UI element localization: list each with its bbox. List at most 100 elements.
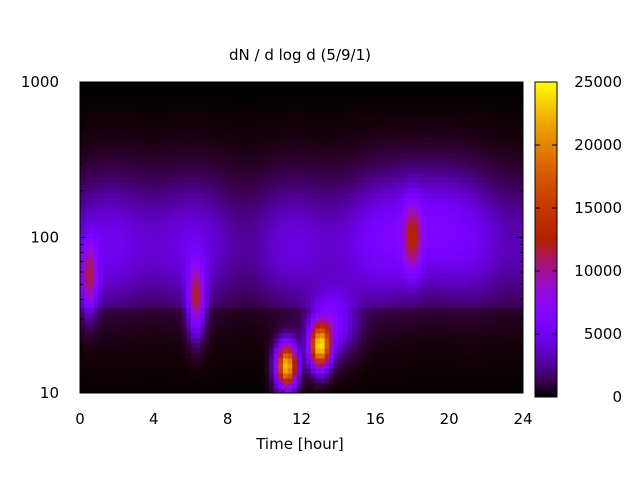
heatmap-cell <box>186 372 192 379</box>
heatmap-cell <box>269 112 275 118</box>
heatmap-cell <box>195 222 201 229</box>
heatmap-cell <box>199 112 206 118</box>
heatmap-cell <box>135 87 141 93</box>
heatmap-cell <box>269 272 275 279</box>
heatmap-cell <box>241 332 247 339</box>
heatmap-cell <box>430 322 436 329</box>
heatmap-cell <box>333 377 340 384</box>
heatmap-cell <box>287 227 293 234</box>
heatmap-cell <box>421 242 427 249</box>
heatmap-cell <box>227 297 233 304</box>
heatmap-cell <box>227 322 233 329</box>
heatmap-cell <box>149 347 155 354</box>
heatmap-cell <box>439 172 446 178</box>
heatmap-cell <box>80 282 86 289</box>
heatmap-cell <box>93 337 100 344</box>
heatmap-cell <box>403 232 409 239</box>
heatmap-cell <box>181 317 187 324</box>
heatmap-cell <box>241 207 247 214</box>
heatmap-cell <box>324 182 330 188</box>
heatmap-cell <box>306 332 312 339</box>
heatmap-cell <box>98 162 104 168</box>
heatmap-cell <box>319 87 326 93</box>
heatmap-cell <box>209 172 215 178</box>
heatmap-cell <box>167 297 173 304</box>
heatmap-cell <box>153 172 160 178</box>
heatmap-cell <box>172 332 178 339</box>
heatmap-cell <box>301 107 307 113</box>
heatmap-cell <box>255 92 261 98</box>
heatmap-cell <box>130 142 136 148</box>
heatmap-cell <box>135 212 141 219</box>
heatmap-cell <box>379 207 386 214</box>
heatmap-cell <box>227 177 233 183</box>
heatmap-cell <box>167 322 173 329</box>
heatmap-cell <box>421 217 427 224</box>
heatmap-cell <box>149 277 155 284</box>
heatmap-cell <box>306 347 312 354</box>
heatmap-cell <box>209 252 215 259</box>
heatmap-cell <box>343 192 349 198</box>
heatmap-cell <box>236 377 243 384</box>
heatmap-cell <box>444 92 450 98</box>
heatmap-cell <box>356 282 363 289</box>
heatmap-cell <box>144 177 150 183</box>
heatmap-cell <box>407 102 413 108</box>
heatmap-cell <box>333 282 340 289</box>
heatmap-cell <box>356 197 363 203</box>
heatmap-cell <box>292 262 298 269</box>
heatmap-cell <box>407 352 413 359</box>
heatmap-cell <box>352 377 358 384</box>
heatmap-cell <box>315 252 321 259</box>
heatmap-cell <box>98 382 104 389</box>
heatmap-cell <box>250 102 256 108</box>
heatmap-cell <box>135 312 141 319</box>
heatmap-cell <box>209 332 215 339</box>
heatmap-cell <box>121 97 127 103</box>
heatmap-cell <box>209 187 215 193</box>
heatmap-cell <box>379 317 386 324</box>
heatmap-cell <box>84 307 90 314</box>
heatmap-cell <box>283 187 289 193</box>
heatmap-cell <box>430 237 436 244</box>
heatmap-cell <box>324 252 330 259</box>
heatmap-cell <box>379 357 386 364</box>
heatmap-cell <box>130 322 136 329</box>
heatmap-cell <box>264 232 270 239</box>
heatmap-cell <box>181 112 187 118</box>
heatmap-cell <box>181 272 187 279</box>
heatmap-cell <box>269 357 275 364</box>
heatmap-cell <box>412 232 418 239</box>
heatmap-cell <box>130 207 136 214</box>
heatmap-cell <box>393 197 399 203</box>
heatmap-cell <box>186 297 192 304</box>
heatmap-cell <box>389 112 395 118</box>
heatmap-cell <box>199 237 206 244</box>
heatmap-cell <box>273 377 280 384</box>
heatmap-cell <box>407 367 413 374</box>
heatmap-cell <box>389 327 395 334</box>
heatmap-cell <box>269 172 275 178</box>
heatmap-cell <box>241 237 247 244</box>
heatmap-cell <box>343 127 349 133</box>
heatmap-cell <box>126 292 132 299</box>
heatmap-cell <box>296 137 303 143</box>
heatmap-cell <box>283 237 289 244</box>
heatmap-cell <box>264 252 270 259</box>
heatmap-cell <box>246 357 252 364</box>
heatmap-cell <box>269 277 275 284</box>
heatmap-cell <box>347 172 353 178</box>
heatmap-cell <box>315 337 321 344</box>
heatmap-cell <box>93 257 100 264</box>
heatmap-cell <box>296 122 303 128</box>
heatmap-cell <box>209 97 215 103</box>
heatmap-cell <box>213 307 220 314</box>
heatmap-cell <box>416 97 423 103</box>
heatmap-cell <box>172 387 178 393</box>
heatmap-cell <box>370 112 376 118</box>
heatmap-cell <box>301 292 307 299</box>
heatmap-cell <box>361 132 367 138</box>
heatmap-cell <box>218 272 224 279</box>
heatmap-cell <box>403 162 409 168</box>
heatmap-cell <box>204 382 210 389</box>
